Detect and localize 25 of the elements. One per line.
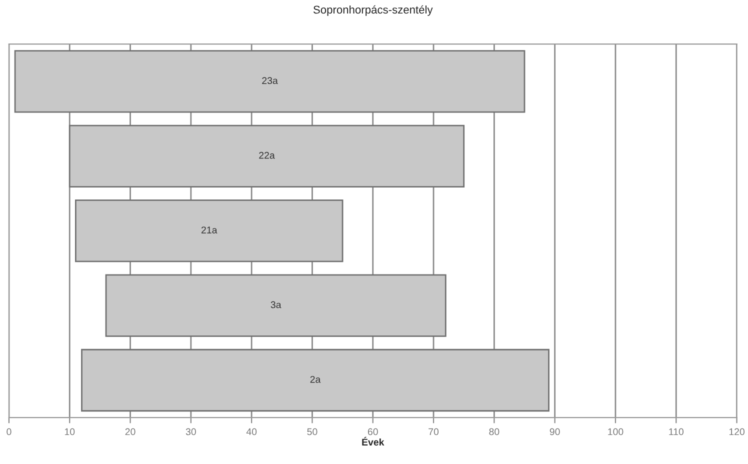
bar [74,200,344,262]
y-tick-label: 2a [310,376,321,383]
bar [81,348,550,412]
x-tick-label: 90 [550,428,560,436]
bar [14,50,526,113]
x-tick-label: 0 [6,428,12,436]
x-tick-label: 100 [608,428,624,436]
x-tick-label: 50 [307,428,318,436]
y-tick-label: 22a [259,152,275,159]
x-tick-label: 30 [186,428,196,436]
x-tick-label: 40 [246,428,257,436]
y-tick-label: 21a [202,226,218,234]
bar [105,274,446,337]
x-tick-label: 110 [669,428,684,436]
x-axis-title: Évek [362,436,384,446]
x-tick-label: 10 [64,428,75,436]
x-tick-label: 20 [125,428,136,436]
x-tick-label: 80 [489,428,500,436]
y-tick-label: 23a [262,77,278,84]
y-tick-label: 3a [270,301,282,308]
x-tick-label: 60 [368,428,378,436]
x-tick-label: 120 [729,428,745,436]
x-tick-label: 70 [428,428,439,436]
chart-title: Sopronhorpács-szentély [313,5,433,16]
bar [68,124,465,188]
